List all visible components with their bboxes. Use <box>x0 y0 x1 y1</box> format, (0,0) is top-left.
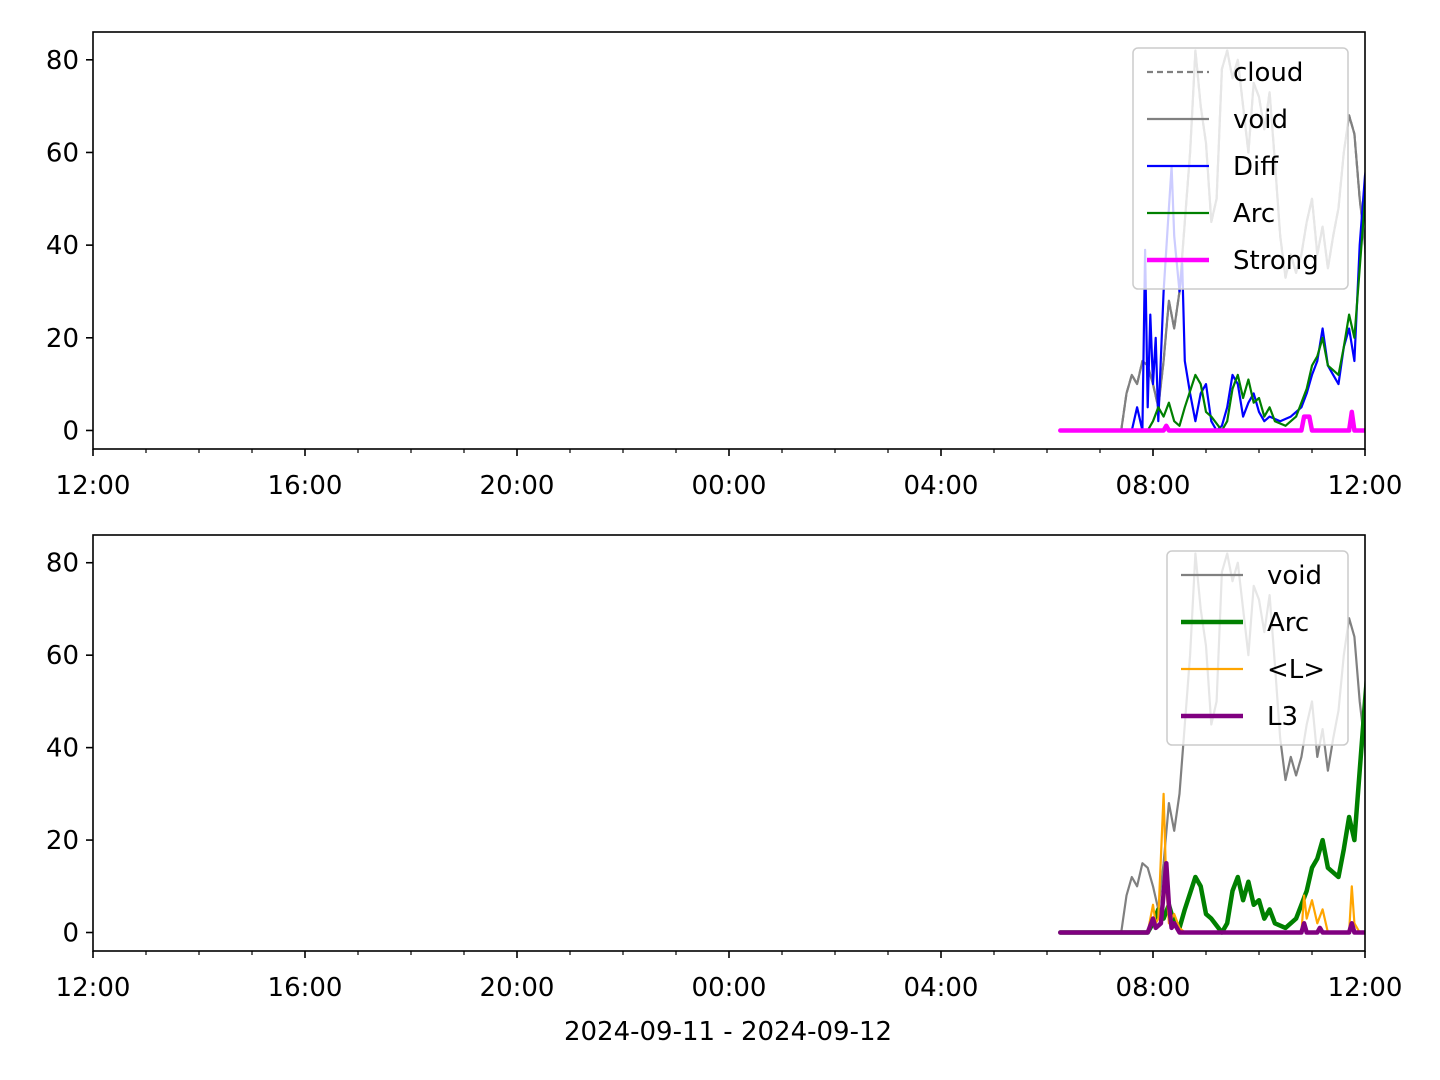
top-chart: 0 20 40 60 80 12:00 16:00 20:00 00:00 04:00 08:00 1… <box>46 31 1403 501</box>
legend: void Arc <L> L3 <box>1166 550 1349 746</box>
x-tick-label: 08:00 <box>1116 973 1191 1003</box>
x-tick-label: 00:00 <box>692 973 767 1003</box>
x-axis-label: 2024-09-11 - 2024-09-12 <box>564 1017 892 1047</box>
x-tick-label: 04:00 <box>904 471 979 501</box>
legend-label: Arc <box>1233 199 1275 229</box>
legend-label: Diff <box>1233 152 1279 182</box>
bottom-chart: 0 20 40 60 80 12:00 16:00 20:00 00:00 04:00 08:00 1… <box>46 534 1403 1003</box>
legend-label: Strong <box>1233 246 1319 276</box>
x-tick-label: 20:00 <box>480 973 555 1003</box>
x-tick-label: 16:00 <box>268 973 343 1003</box>
y-tick-label: 20 <box>46 826 79 856</box>
y-tick-label: 40 <box>46 734 79 764</box>
y-tick-label: 20 <box>46 324 79 354</box>
x-tick-label: 16:00 <box>268 471 343 501</box>
legend-label: <L> <box>1267 655 1325 685</box>
legend-label: void <box>1267 561 1322 591</box>
y-tick-label: 60 <box>46 138 79 168</box>
legend-label: Arc <box>1267 608 1309 638</box>
y-tick-label: 80 <box>46 46 79 76</box>
series-line-diff <box>1059 165 1365 432</box>
x-tick-label: 20:00 <box>480 471 555 501</box>
x-tick-label: 12:00 <box>1328 973 1403 1003</box>
legend-label: cloud <box>1233 58 1303 88</box>
x-tick-label: 12:00 <box>56 973 131 1003</box>
x-tick-label: 04:00 <box>904 973 979 1003</box>
series-line-l3 <box>1058 860 1365 935</box>
series-line-l <box>1059 792 1365 934</box>
series-line-strong <box>1058 409 1365 433</box>
series-line-arc <box>1059 185 1365 432</box>
y-tick-label: 0 <box>62 416 79 446</box>
legend-box <box>1132 47 1349 290</box>
x-tick-label: 12:00 <box>1328 471 1403 501</box>
x-tick-label: 00:00 <box>692 471 767 501</box>
y-tick-label: 40 <box>46 231 79 261</box>
series-line-void <box>1059 552 1365 934</box>
series-line-arc <box>1058 674 1365 935</box>
legend: cloud void Diff Arc Strong <box>1132 47 1349 290</box>
legend-box <box>1166 550 1349 746</box>
y-tick-label: 60 <box>46 641 79 671</box>
legend-label: void <box>1233 105 1288 135</box>
legend-label: L3 <box>1267 702 1298 732</box>
y-tick-label: 80 <box>46 549 79 579</box>
x-tick-label: 12:00 <box>56 471 131 501</box>
x-tick-label: 08:00 <box>1116 471 1191 501</box>
y-tick-label: 0 <box>62 919 79 949</box>
